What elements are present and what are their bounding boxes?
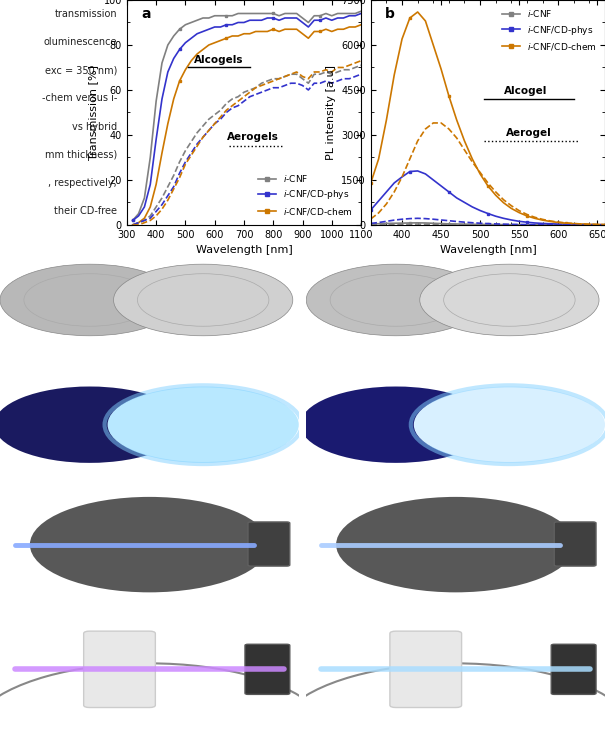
Circle shape — [108, 386, 299, 463]
FancyBboxPatch shape — [390, 631, 462, 708]
FancyBboxPatch shape — [248, 522, 290, 566]
Text: c: c — [12, 492, 19, 505]
Circle shape — [0, 264, 179, 336]
Text: a: a — [12, 247, 21, 260]
Text: transmission: transmission — [54, 9, 117, 19]
Text: -chem versus i-: -chem versus i- — [42, 93, 117, 104]
Text: Alcogel: Alcogel — [504, 86, 547, 96]
FancyBboxPatch shape — [554, 522, 596, 566]
Text: e: e — [318, 247, 327, 260]
Text: their CD-free: their CD-free — [54, 206, 117, 216]
Text: h: h — [318, 615, 327, 628]
FancyBboxPatch shape — [551, 644, 596, 695]
Text: oluminescence: oluminescence — [44, 37, 117, 47]
Text: , respectively,: , respectively, — [48, 178, 117, 188]
Text: f: f — [318, 370, 324, 383]
Text: exc = 350 nm): exc = 350 nm) — [45, 66, 117, 75]
Legend: $i$-CNF, $i$-CNF/CD-phys, $i$-CNF/CD-chem: $i$-CNF, $i$-CNF/CD-phys, $i$-CNF/CD-che… — [254, 169, 356, 220]
X-axis label: Wavelength [nm]: Wavelength [nm] — [195, 246, 292, 255]
Circle shape — [30, 497, 269, 593]
X-axis label: Wavelength [nm]: Wavelength [nm] — [439, 246, 536, 255]
FancyBboxPatch shape — [245, 644, 290, 695]
Text: a: a — [141, 7, 151, 20]
Circle shape — [300, 386, 491, 463]
Circle shape — [336, 497, 575, 593]
Text: b: b — [385, 7, 394, 20]
Text: b: b — [12, 370, 21, 383]
Text: d: d — [12, 615, 21, 628]
Y-axis label: Transmission [%]: Transmission [%] — [88, 65, 98, 160]
Text: vs hybrid: vs hybrid — [72, 122, 117, 131]
Circle shape — [306, 264, 485, 336]
Circle shape — [114, 264, 293, 336]
FancyBboxPatch shape — [83, 631, 155, 708]
Text: Alcogels: Alcogels — [194, 55, 244, 65]
Circle shape — [420, 264, 599, 336]
Circle shape — [414, 386, 605, 463]
Text: mm thickness): mm thickness) — [45, 149, 117, 160]
Text: Aerogel: Aerogel — [506, 128, 551, 138]
Text: Aerogels: Aerogels — [227, 132, 279, 141]
Circle shape — [0, 386, 185, 463]
Y-axis label: PL intensity [a.u]: PL intensity [a.u] — [325, 65, 336, 160]
Text: g: g — [318, 492, 327, 505]
Legend: $i$-CNF, $i$-CNF/CD-phys, $i$-CNF/CD-chem: $i$-CNF, $i$-CNF/CD-phys, $i$-CNF/CD-che… — [499, 4, 601, 55]
